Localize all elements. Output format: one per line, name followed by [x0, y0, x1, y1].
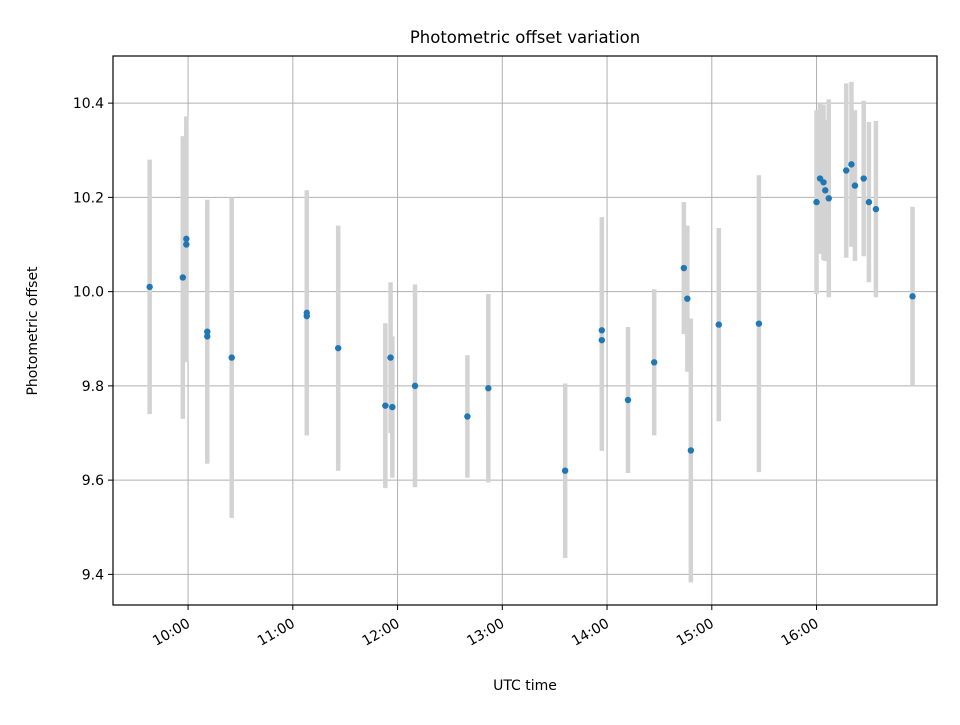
data-point	[872, 205, 880, 213]
y-axis-ticks: 9.4 9.6 9.8 10.0 10.2 10.4	[73, 96, 113, 583]
data-point	[411, 382, 419, 390]
data-point	[382, 402, 389, 409]
data-point	[860, 175, 867, 182]
data-point	[851, 182, 859, 189]
plot-frame	[112, 55, 938, 606]
data-point	[204, 333, 211, 340]
y-tick-label: 9.4	[82, 567, 104, 583]
data-point	[598, 336, 606, 344]
data-point	[680, 264, 688, 272]
data-point	[464, 413, 471, 420]
data-point	[684, 295, 691, 302]
chart-title: Photometric offset variation	[410, 28, 640, 47]
data-point	[715, 321, 722, 328]
data-point	[228, 354, 235, 361]
data-point	[820, 179, 827, 186]
data-point	[825, 195, 832, 202]
data-point	[598, 327, 606, 334]
data-point	[303, 312, 310, 320]
data-point	[843, 167, 850, 174]
data-point	[335, 344, 342, 352]
data-point	[146, 283, 153, 291]
data-point	[755, 320, 763, 327]
data-point	[909, 293, 916, 300]
data-point	[183, 241, 190, 248]
data-point	[183, 235, 190, 243]
grid	[113, 56, 937, 605]
data-points	[146, 161, 916, 474]
data-point	[179, 274, 187, 281]
data-point	[813, 198, 820, 206]
data-point	[822, 187, 829, 194]
data-point	[387, 354, 394, 361]
data-point	[561, 467, 569, 474]
y-tick-label: 10.2	[73, 190, 104, 206]
data-point	[485, 385, 492, 392]
data-point	[204, 328, 211, 335]
data-point	[865, 198, 873, 206]
x-axis-label: UTC time	[493, 678, 557, 694]
data-point	[687, 447, 695, 454]
data-point	[389, 403, 396, 411]
data-point	[624, 396, 632, 404]
y-tick-label: 10.0	[73, 285, 104, 301]
data-point	[848, 161, 855, 168]
y-tick-label: 9.6	[82, 473, 104, 489]
y-axis-label: Photometric offset	[25, 266, 41, 396]
y-tick-label: 9.8	[82, 379, 104, 395]
y-tick-label: 10.4	[73, 96, 104, 112]
data-point	[650, 359, 658, 366]
